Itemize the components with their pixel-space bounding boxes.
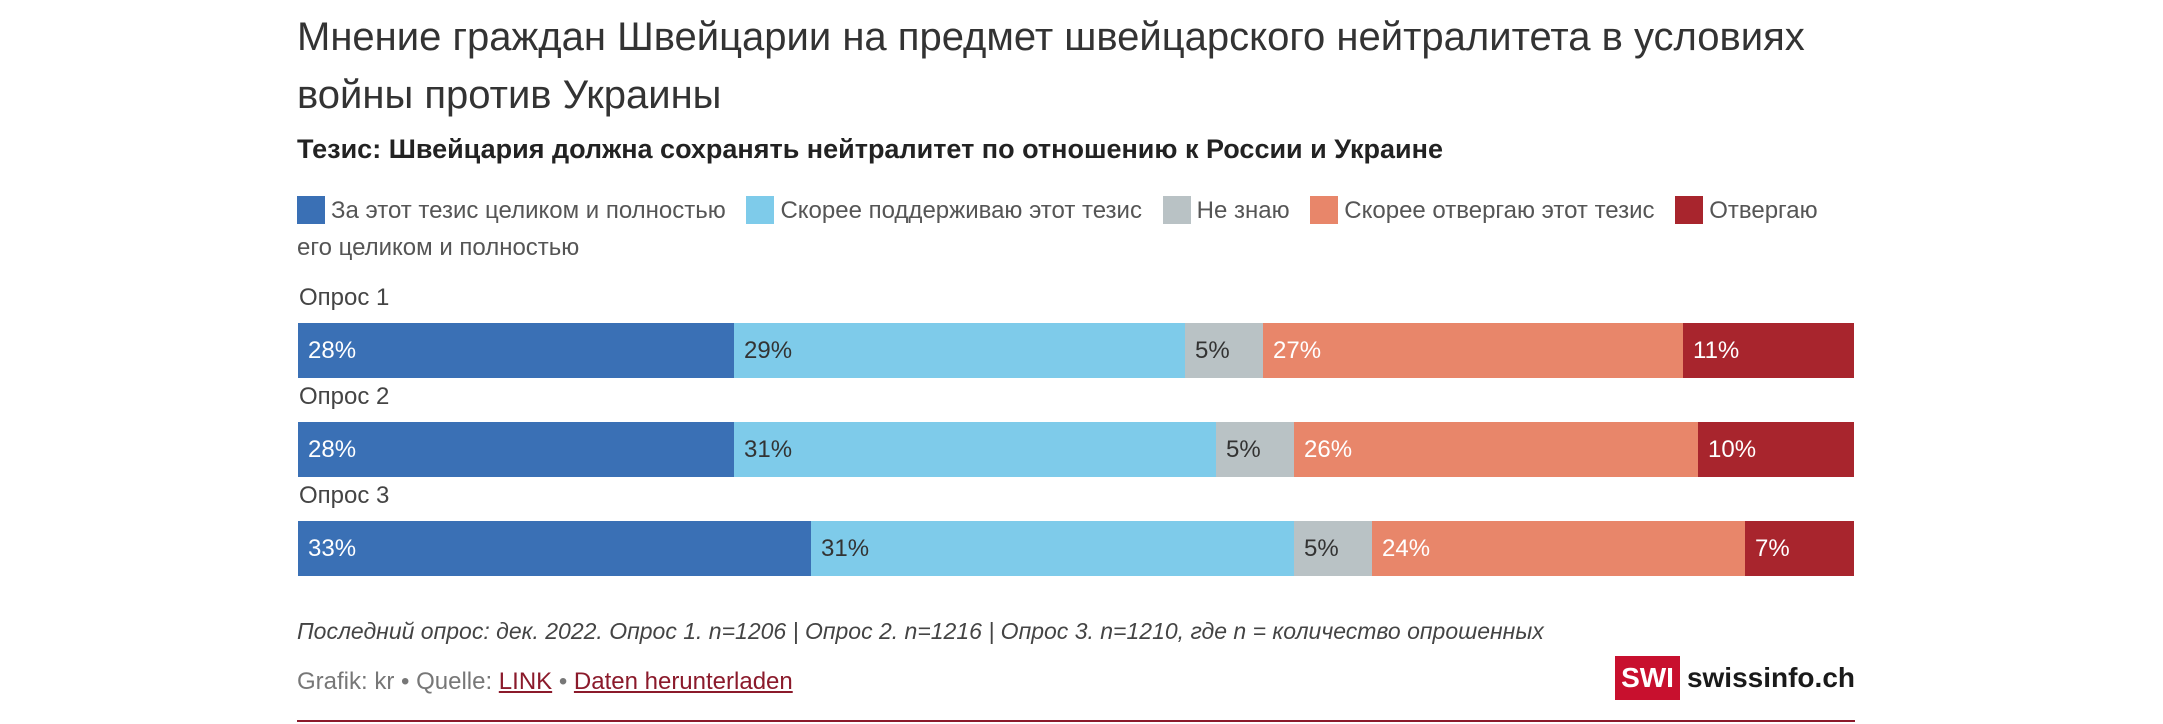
legend-label: За этот тезис целиком и полностью <box>331 197 726 224</box>
data-label: 27% <box>1273 337 1322 364</box>
credit-line: Grafik: kr • Quelle: LINK • Daten herunt… <box>297 668 793 696</box>
data-label: 24% <box>1382 535 1431 562</box>
data-label: 5% <box>1226 436 1261 463</box>
swissinfo-logo[interactable]: SWI swissinfo.ch <box>1615 656 1855 700</box>
data-label: 28% <box>308 436 357 463</box>
bar-segment-dont-know: 5% <box>1185 323 1263 378</box>
legend-swatch <box>1162 196 1191 224</box>
legend-item-strong-disagree: Отвергаю его целиком и полностью <box>297 196 1818 261</box>
bar-segment-strong-agree: 33% <box>298 521 811 576</box>
data-label: 5% <box>1195 337 1230 364</box>
chart-subtitle: Тезис: Швейцария должна сохранять нейтра… <box>297 134 1443 164</box>
data-label: 31% <box>821 535 870 562</box>
legend-label: Не знаю <box>1196 197 1290 224</box>
bar-segment-agree: 31% <box>734 422 1216 477</box>
bottom-divider <box>297 720 1855 722</box>
bar-segment-disagree: 26% <box>1294 422 1698 477</box>
legend-item-strong-agree: За этот тезис целиком и полностью <box>297 196 726 224</box>
bar-segment-strong-agree: 28% <box>298 323 734 378</box>
legend-item-agree: Скорее поддерживаю этот тезис <box>746 196 1142 224</box>
bar-segment-strong-disagree: 10% <box>1698 422 1854 477</box>
download-data-link[interactable]: Daten herunterladen <box>573 668 793 695</box>
bar-segment-strong-agree: 28% <box>298 422 734 477</box>
swissinfo-logo-text: swissinfo.ch <box>1686 662 1855 693</box>
bar-segment-disagree: 24% <box>1372 521 1745 576</box>
data-label: 28% <box>308 337 357 364</box>
credit-separator: • <box>552 668 574 695</box>
data-label: 29% <box>744 337 793 364</box>
data-label: 7% <box>1755 535 1790 562</box>
legend-label: Отвергаю его целиком и полностью <box>297 197 1818 261</box>
legend-label: Скорее отвергаю этот тезис <box>1344 197 1655 224</box>
legend-swatch <box>746 196 775 224</box>
swi-logo-box: SWI <box>1615 656 1680 700</box>
legend: За этот тезис целиком и полностью Скорее… <box>297 192 1855 266</box>
data-label: 11% <box>1693 337 1740 364</box>
legend-swatch <box>1675 196 1704 224</box>
source-link[interactable]: LINK <box>498 668 553 695</box>
credit-prefix: Grafik: kr • Quelle: <box>297 668 499 695</box>
stacked-bar: 33% 31% 5% 24% 7% <box>298 521 1854 576</box>
bar-segment-dont-know: 5% <box>1294 521 1372 576</box>
bar-segment-dont-know: 5% <box>1216 422 1294 477</box>
stacked-bar-chart: Опрос 1 28% 29% 5% 27% 11% Опрос 2 28% 31% 5% 26% 1… <box>297 0 1855 724</box>
legend-swatch <box>1310 196 1339 224</box>
bar-segment-strong-disagree: 7% <box>1745 521 1854 576</box>
data-label: 10% <box>1708 436 1757 463</box>
data-label: 26% <box>1304 436 1353 463</box>
legend-swatch <box>297 196 325 224</box>
row-label: Опрос 1 <box>299 284 390 311</box>
stacked-bar: 28% 31% 5% 26% 10% <box>298 422 1854 477</box>
bar-segment-strong-disagree: 11% <box>1683 323 1854 378</box>
stacked-bar: 28% 29% 5% 27% 11% <box>298 323 1854 378</box>
bar-segment-agree: 31% <box>811 521 1294 576</box>
survey-note: Последний опрос: дек. 2022. Опрос 1. n=1… <box>297 618 1544 644</box>
data-label: 31% <box>744 436 793 463</box>
legend-item-disagree: Скорее отвергаю этот тезис <box>1310 196 1655 224</box>
data-label: 5% <box>1304 535 1339 562</box>
legend-label: Скорее поддерживаю этот тезис <box>780 197 1142 224</box>
chart-title: Мнение граждан Швейцарии на предмет швей… <box>297 15 1805 117</box>
data-label: 33% <box>308 535 357 562</box>
bar-segment-agree: 29% <box>734 323 1185 378</box>
bar-segment-disagree: 27% <box>1263 323 1683 378</box>
legend-item-dont-know: Не знаю <box>1162 196 1290 224</box>
row-label: Опрос 3 <box>299 482 390 509</box>
row-label: Опрос 2 <box>299 383 390 410</box>
